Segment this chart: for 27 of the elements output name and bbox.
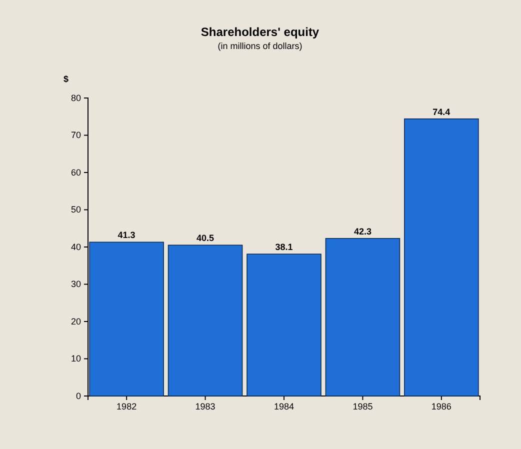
y-tick-label: 0	[76, 390, 81, 401]
x-tick-label: 1985	[352, 401, 373, 412]
bar	[168, 244, 243, 396]
x-tick-label: 1984	[274, 401, 294, 412]
y-tick-label: 80	[70, 92, 81, 103]
chart-subtitle: (in millions of dollars)	[218, 41, 302, 51]
data-label: 41.3	[118, 230, 136, 240]
bar	[246, 254, 322, 396]
y-tick-label: 30	[70, 279, 81, 290]
bar	[325, 238, 400, 396]
data-label: 38.1	[275, 242, 293, 252]
y-tick-label: 70	[70, 130, 81, 140]
x-tick-label: 1982	[116, 401, 137, 412]
data-label: 42.3	[354, 226, 372, 236]
x-tick-label: 1986	[431, 401, 452, 412]
y-tick-label: 10	[70, 354, 81, 364]
y-tick-label: 60	[70, 167, 81, 178]
y-tick-label: 50	[70, 204, 81, 215]
x-tick-label: 1983	[195, 401, 216, 412]
data-label: 40.5	[196, 233, 214, 244]
bar	[404, 118, 479, 396]
chart-title: Shareholders' equity	[200, 25, 320, 39]
y-axis-title: $	[63, 74, 69, 84]
y-tick-label: 20	[70, 316, 81, 326]
data-label: 74.4	[432, 106, 450, 117]
bar	[89, 242, 164, 396]
y-tick-label: 40	[70, 242, 81, 252]
